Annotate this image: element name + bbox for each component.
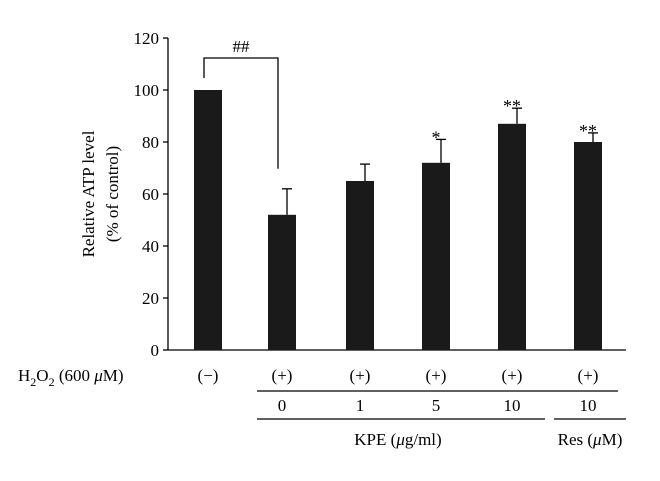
h2o2-value-0: (−) — [198, 366, 219, 385]
y-tick-label-80: 80 — [142, 133, 159, 152]
h2o2-sub2: 2 — [49, 375, 55, 389]
bar-3 — [422, 162, 450, 350]
dose-value-3: 5 — [432, 396, 441, 415]
bar-1 — [268, 214, 296, 350]
y-axis-title: Relative ATP level (% of control) — [79, 130, 122, 257]
kpe-group-label: KPE (μg/ml) — [354, 430, 441, 449]
significance-marks: ***** — [432, 96, 598, 147]
y-tick-label-60: 60 — [142, 185, 159, 204]
y-tick-label-20: 20 — [142, 289, 159, 308]
comparison-bracket: ## — [203, 37, 279, 169]
bar-5 — [574, 142, 602, 350]
y-axis-title-line1: Relative ATP level — [79, 130, 98, 257]
dose-value-1: 0 — [278, 396, 287, 415]
dose-value-5: 10 — [580, 396, 597, 415]
h2o2-value-4: (+) — [502, 366, 523, 385]
y-axis-title-line2: (% of control) — [103, 146, 122, 242]
bracket-line — [203, 57, 279, 169]
y-tick-label-0: 0 — [151, 341, 160, 360]
h2o2-value-1: (+) — [272, 366, 293, 385]
y-tick-label-100: 100 — [134, 81, 160, 100]
h2o2-row-label: H2O2 (600 μM) — [18, 366, 124, 389]
bar-0 — [194, 90, 222, 350]
y-tick-label-120: 120 — [134, 29, 160, 48]
dose-value-4: 10 — [504, 396, 521, 415]
y-axis: 0 20 40 60 80 100 120 — [134, 29, 626, 360]
dose-row-values: 0 1 5 10 10 — [278, 396, 597, 415]
significance-5: ** — [579, 121, 597, 141]
bracket-label: ## — [233, 37, 251, 56]
h2o2-h: H — [18, 366, 30, 385]
dose-value-2: 1 — [356, 396, 365, 415]
h2o2-value-2: (+) — [350, 366, 371, 385]
y-tick-label-40: 40 — [142, 237, 159, 256]
h2o2-mu: μ — [93, 366, 103, 385]
h2o2-conc: (600 — [55, 366, 95, 385]
h2o2-value-5: (+) — [578, 366, 599, 385]
bar-2 — [346, 181, 374, 350]
error-bars — [282, 107, 598, 215]
h2o2-value-3: (+) — [426, 366, 447, 385]
bar-4 — [498, 123, 526, 350]
h2o2-unit: M) — [103, 366, 124, 385]
h2o2-sub1: 2 — [30, 375, 36, 389]
significance-3: * — [432, 127, 441, 147]
res-group-label: Res (μM) — [558, 430, 623, 449]
h2o2-o: O — [36, 366, 48, 385]
bars — [194, 90, 602, 350]
h2o2-row-values: (−) (+) (+) (+) (+) (+) — [198, 366, 599, 385]
significance-4: ** — [503, 96, 521, 116]
